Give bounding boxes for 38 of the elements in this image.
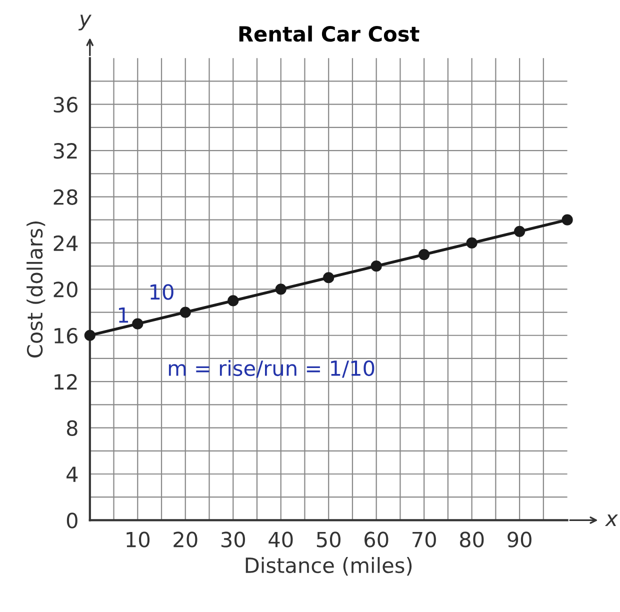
point (562, 214, 573, 226)
y-tick-label: 24 (54, 235, 78, 251)
annotation: 10 (150, 284, 174, 300)
point (180, 306, 191, 318)
text: y (78, 14, 92, 30)
point (323, 272, 334, 284)
x-axis-title: Distance (miles) (246, 557, 412, 576)
annotation: 1 (118, 307, 128, 323)
y-tick-label: 20 (54, 282, 78, 298)
x-tick-label: 10 (126, 532, 150, 548)
y-tick-label: 12 (54, 374, 77, 390)
point (370, 260, 382, 272)
y-tick-label: 0 (66, 512, 78, 528)
point (275, 284, 286, 295)
y-tick-label: 28 (54, 189, 78, 205)
point (418, 248, 430, 260)
x-tick-label: 30 (221, 532, 245, 548)
text: x (604, 514, 618, 526)
annotation: m = rise/run = 1/10 (168, 360, 374, 378)
x-tick-label: 70 (412, 532, 436, 548)
point (84, 330, 96, 341)
y-tick-label: 32 (54, 143, 77, 159)
point (514, 226, 526, 237)
point (466, 237, 478, 249)
x-tick-label: 40 (268, 532, 293, 548)
y-tick-label: 8 (66, 420, 78, 436)
y-axis-title: Cost (dollars) (26, 221, 46, 358)
x-tick-label: 20 (174, 532, 198, 548)
x-tick-label: 50 (316, 532, 340, 548)
x-tick-label: 90 (508, 532, 532, 548)
chart-title: Rental Car Cost (239, 26, 420, 42)
x-tick-label: 80 (460, 532, 484, 548)
y-tick-label: 36 (54, 96, 78, 113)
point (228, 295, 239, 306)
point (132, 318, 144, 330)
y-tick-label: 16 (54, 328, 78, 344)
y-tick-label: 4 (66, 466, 78, 482)
x-tick-label: 60 (364, 532, 388, 548)
